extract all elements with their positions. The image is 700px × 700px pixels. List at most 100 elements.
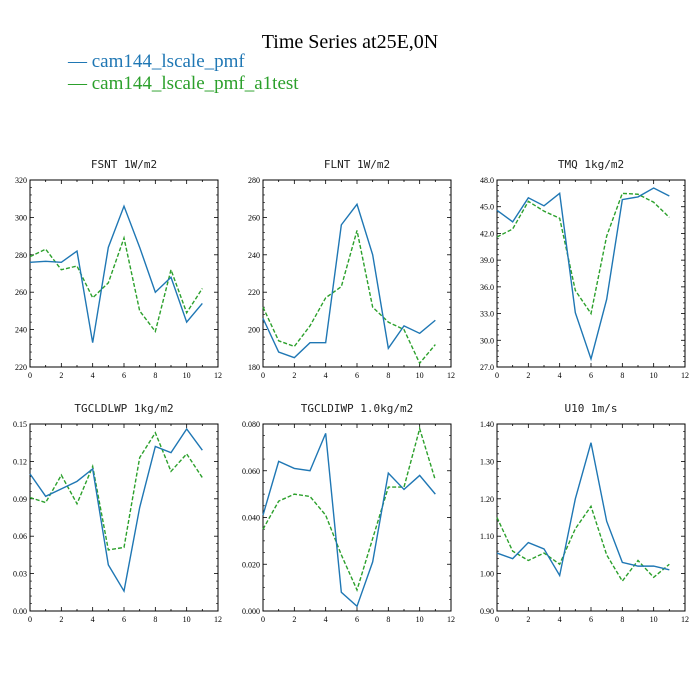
y-tick-label: 48.0 — [480, 176, 494, 185]
y-tick-label: 45.0 — [480, 203, 494, 212]
x-tick-label: 0 — [495, 371, 499, 380]
series-line-2 — [29, 431, 203, 551]
y-tick-label: 1.10 — [480, 532, 494, 541]
y-tick-label: 33.0 — [480, 310, 494, 319]
x-tick-label: 0 — [28, 371, 32, 380]
x-tick-label: 6 — [122, 615, 126, 624]
x-tick-label: 0 — [495, 615, 499, 624]
y-tick-label: 0.020 — [242, 560, 260, 569]
x-tick-label: 8 — [386, 371, 390, 380]
y-tick-label: 30.0 — [480, 336, 494, 345]
legend-entry-1: — cam144_lscale_pmf — [67, 51, 245, 72]
x-tick-label: 2 — [526, 615, 530, 624]
x-tick-label: 6 — [589, 371, 593, 380]
y-tick-label: 1.20 — [480, 495, 494, 504]
y-tick-label: 280 — [15, 251, 27, 260]
series-line-1 — [29, 204, 203, 343]
y-tick-label: 1.00 — [480, 570, 494, 579]
x-tick-label: 12 — [681, 615, 689, 624]
x-tick-label: 6 — [122, 371, 126, 380]
x-tick-label: 10 — [416, 371, 424, 380]
y-tick-label: 39.0 — [480, 256, 494, 265]
series-line-1 — [496, 187, 670, 362]
x-tick-label: 10 — [183, 371, 191, 380]
panel-title: FSNT 1W/m2 — [91, 158, 157, 171]
x-tick-label: 12 — [681, 371, 689, 380]
y-tick-label: 36.0 — [480, 283, 494, 292]
y-tick-label: 42.0 — [480, 229, 494, 238]
y-tick-label: 0.90 — [480, 607, 494, 616]
plot-frame — [496, 423, 686, 612]
y-tick-label: 0.03 — [13, 570, 27, 579]
y-tick-label: 0.09 — [13, 495, 27, 504]
x-tick-label: 4 — [91, 371, 95, 380]
series-line-1 — [262, 202, 436, 359]
x-tick-label: 2 — [526, 371, 530, 380]
y-tick-label: 240 — [15, 326, 27, 335]
y-tick-label: 320 — [15, 176, 27, 185]
panel-title: TGCLDIWP 1.0kg/m2 — [301, 402, 414, 415]
figure-title: Time Series at25E,0N — [262, 31, 438, 53]
y-tick-label: 27.0 — [480, 363, 494, 372]
series-line-2 — [29, 235, 203, 334]
x-tick-label: 6 — [355, 371, 359, 380]
x-tick-label: 12 — [214, 615, 222, 624]
x-tick-label: 12 — [447, 615, 455, 624]
x-tick-label: 10 — [183, 615, 191, 624]
plot-frame — [496, 179, 686, 368]
panel-1: FSNT 1W/m2 0 2 4 6 8 10 12 220 240 260 280 300 320 — [15, 158, 222, 380]
series-line-2 — [262, 426, 436, 592]
y-tick-label: 0.040 — [242, 514, 260, 523]
x-tick-label: 10 — [650, 371, 658, 380]
x-tick-label: 12 — [447, 371, 455, 380]
series-line-2 — [496, 192, 670, 316]
y-tick-label: 0.00 — [13, 607, 27, 616]
x-tick-label: 0 — [28, 615, 32, 624]
y-tick-label: 0.080 — [242, 420, 260, 429]
x-tick-label: 0 — [261, 615, 265, 624]
y-tick-label: 1.40 — [480, 420, 494, 429]
x-tick-label: 4 — [558, 371, 562, 380]
panel-3: TMQ 1kg/m2 0 2 4 6 8 10 12 27.0 30.0 33.0 36.0 39.0 4… — [480, 158, 689, 380]
series-line-2 — [262, 230, 436, 365]
x-tick-label: 8 — [153, 615, 157, 624]
panel-title: TGCLDLWP 1kg/m2 — [74, 402, 173, 415]
x-tick-label: 6 — [355, 615, 359, 624]
plot-frame — [262, 179, 452, 368]
y-tick-label: 260 — [15, 288, 27, 297]
x-tick-label: 4 — [558, 615, 562, 624]
y-tick-label: 220 — [248, 288, 260, 297]
x-tick-label: 8 — [620, 615, 624, 624]
y-tick-label: 0.15 — [13, 420, 27, 429]
x-tick-label: 8 — [386, 615, 390, 624]
y-tick-label: 0.06 — [13, 532, 27, 541]
legend-entry-2: — cam144_lscale_pmf_a1test — [67, 73, 299, 94]
plot-frame — [262, 423, 452, 612]
x-tick-label: 4 — [324, 371, 328, 380]
y-tick-label: 240 — [248, 251, 260, 260]
y-tick-label: 280 — [248, 176, 260, 185]
x-tick-label: 8 — [620, 371, 624, 380]
y-tick-label: 220 — [15, 363, 27, 372]
x-tick-label: 10 — [650, 615, 658, 624]
x-tick-label: 4 — [324, 615, 328, 624]
x-tick-label: 6 — [589, 615, 593, 624]
panel-title: TMQ 1kg/m2 — [558, 158, 624, 171]
series-line-1 — [496, 442, 670, 578]
y-tick-label: 0.060 — [242, 467, 260, 476]
panel-6: U10 1m/s 0 2 4 6 8 10 12 0.90 1.00 1.10 1.20 1.30 1.4… — [480, 402, 689, 624]
x-tick-label: 4 — [91, 615, 95, 624]
x-tick-label: 2 — [292, 371, 296, 380]
x-tick-label: 10 — [416, 615, 424, 624]
x-tick-label: 2 — [59, 615, 63, 624]
x-tick-label: 12 — [214, 371, 222, 380]
y-tick-label: 0.000 — [242, 607, 260, 616]
x-tick-label: 0 — [261, 371, 265, 380]
panel-2: FLNT 1W/m2 0 2 4 6 8 10 12 180 200 220 240 260 280 — [248, 158, 455, 380]
series-line-1 — [262, 433, 436, 608]
series-line-2 — [496, 504, 670, 583]
series-line-1 — [29, 427, 203, 593]
y-tick-label: 1.30 — [480, 457, 494, 466]
x-tick-label: 8 — [153, 371, 157, 380]
y-tick-label: 300 — [15, 213, 27, 222]
